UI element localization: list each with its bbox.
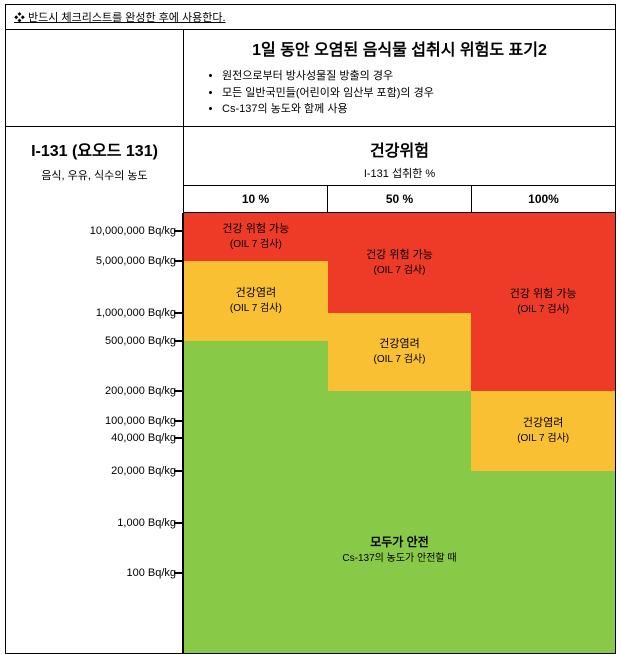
y-axis-label: 1,000 Bq/kg [117,517,176,529]
header-title-cell: 1일 동안 오염된 음식물 섭취시 위험도 표기2 원전으로부터 방사성물질 방… [184,30,615,126]
y-axis: 10,000,000 Bq/kg 5,000,000 Bq/kg 1,000,000… [6,213,184,653]
plot-area: 건강염려(OIL 7 검사)건강염려(OIL 7 검사)건강염려(OIL 7 검… [184,213,615,653]
percent-cell: 10 % [184,186,328,212]
zone-danger-label: 건강 위험 가능 [222,221,289,238]
zone-safe [328,391,472,653]
checklist-note: ❖ 반드시 체크리스트를 완성한 후에 사용한다. [6,5,615,30]
zone-danger: 건강 위험 가능(OIL 7 검사) [471,213,615,391]
y-axis-label: 100,000 Bq/kg [105,415,176,427]
bullet-item: 원전으로부터 방사성물질 방출의 경우 [222,68,605,85]
subheader-row: I-131 (요오드 131) 음식, 우유, 식수의 농도 건강위험 I-13… [6,127,615,213]
zone-safe [184,341,328,653]
zone-concern: 건강염려(OIL 7 검사) [471,391,615,471]
zone-concern: 건강염려(OIL 7 검사) [328,313,472,391]
zone-safe-sublabel: Cs-137의 농도가 안전할 때 [184,551,615,566]
health-title: 건강위험 [190,137,609,161]
zone-concern-sublabel: (OIL 7 검사) [230,301,282,316]
y-axis-label: 40,000 Bq/kg [111,432,176,444]
main-title: 1일 동안 오염된 음식물 섭취시 위험도 표기2 [194,36,605,60]
y-axis-label: 10,000,000 Bq/kg [90,225,176,237]
zone-concern-label: 건강염려 [523,415,563,432]
zone-concern-sublabel: (OIL 7 검사) [517,431,569,446]
zone-concern-sublabel: (OIL 7 검사) [374,352,426,367]
health-sub: I-131 섭취한 % [190,165,609,181]
health-header: 건강위험 I-131 섭취한 % 10 % 50 % 100% [184,127,615,213]
percent-cell: 50 % [328,186,472,212]
y-axis-label: 20,000 Bq/kg [111,465,176,477]
bullet-item: 모든 일반국민들(어린이와 임산부 포함)의 경우 [222,85,605,102]
isotope-name: I-131 (요오드 131) [12,137,177,161]
figure-frame: ❖ 반드시 체크리스트를 완성한 후에 사용한다. 1일 동안 오염된 음식물 … [5,4,616,654]
zone-danger-label: 건강 위험 가능 [510,286,577,303]
zone-concern-label: 건강염려 [379,336,419,353]
percent-cell: 100% [472,186,615,212]
y-axis-label: 5,000,000 Bq/kg [96,255,176,267]
zone-concern-label: 건강염려 [236,285,276,302]
zone-concern: 건강염려(OIL 7 검사) [184,261,328,341]
bullet-item: Cs-137의 농도와 함께 사용 [222,101,605,118]
bullet-list: 원전으로부터 방사성물질 방출의 경우 모든 일반국민들(어린이와 임산부 포함… [194,68,605,118]
chart-area: 10,000,000 Bq/kg 5,000,000 Bq/kg 1,000,000… [6,213,615,653]
y-axis-label: 1,000,000 Bq/kg [96,307,176,319]
zone-danger-sublabel: (OIL 7 검사) [517,302,569,317]
header-empty-cell [6,30,184,126]
zone-danger-sublabel: (OIL 7 검사) [230,237,282,252]
zone-safe-label: 모두가 안전 [184,533,615,551]
isotope-header: I-131 (요오드 131) 음식, 우유, 식수의 농도 [6,127,184,213]
header-row: 1일 동안 오염된 음식물 섭취시 위험도 표기2 원전으로부터 방사성물질 방… [6,30,615,127]
zone-danger: 건강 위험 가능(OIL 7 검사) [328,213,472,313]
y-axis-label: 200,000 Bq/kg [105,385,176,397]
zone-danger-sublabel: (OIL 7 검사) [374,263,426,278]
percent-row: 10 % 50 % 100% [184,185,615,213]
y-axis-label: 500,000 Bq/kg [105,335,176,347]
isotope-sub: 음식, 우유, 식수의 농도 [12,167,177,183]
zone-safe-label-block: 모두가 안전Cs-137의 농도가 안전할 때 [184,533,615,566]
y-axis-label: 100 Bq/kg [126,567,176,579]
zone-danger-label: 건강 위험 가능 [366,247,433,264]
zone-danger: 건강 위험 가능(OIL 7 검사) [184,213,328,261]
